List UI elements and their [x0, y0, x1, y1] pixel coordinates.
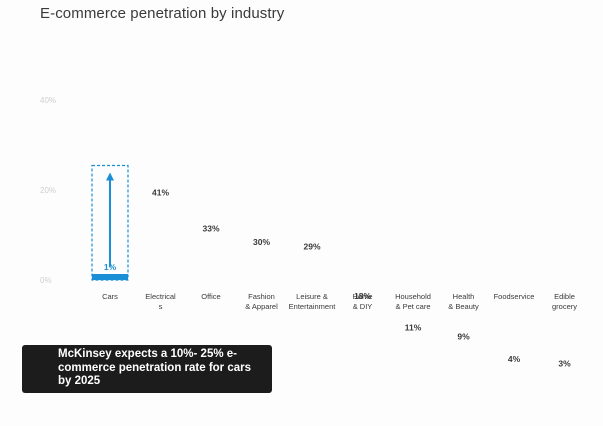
category-label: Leisure & Entertainment — [289, 292, 337, 311]
bar-0 — [92, 274, 128, 280]
category-label: Home & DIY — [352, 292, 372, 311]
value-label: 30% — [253, 237, 270, 247]
value-label: 11% — [405, 323, 422, 333]
category-label: Edible grocery — [552, 292, 577, 311]
category-label: Cars — [102, 292, 118, 301]
value-label: 41% — [152, 188, 169, 198]
growth-arrow-head — [106, 172, 114, 181]
y-tick-label: 40% — [40, 96, 56, 105]
value-label: 3% — [558, 359, 571, 369]
value-label: 9% — [457, 332, 470, 342]
category-label: Foodservice — [494, 292, 535, 301]
category-label: Office — [201, 292, 220, 301]
bar-6 — [395, 231, 431, 281]
value-label: 18% — [354, 291, 371, 301]
value-label: 1% — [104, 262, 117, 272]
category-label: Fashion & Apparel — [245, 292, 278, 311]
bar-4 — [294, 150, 330, 281]
y-tick-label: 0% — [40, 276, 52, 285]
category-label: Household & Pet care — [395, 292, 431, 311]
bar-5 — [345, 199, 381, 280]
bar-3 — [244, 145, 280, 280]
y-tick-label: 20% — [40, 186, 56, 195]
bar-8 — [496, 262, 532, 280]
value-label: 29% — [303, 242, 320, 252]
callout-box: McKinsey expects a 10%- 25% e-commerce p… — [22, 345, 272, 393]
bar-9 — [547, 267, 583, 281]
category-label: Electrical s — [145, 292, 176, 311]
bar-2 — [193, 132, 229, 281]
value-label: 33% — [202, 224, 219, 234]
value-label: 4% — [508, 354, 521, 364]
bar-7 — [446, 240, 482, 281]
category-label: Health & Beauty — [448, 292, 479, 311]
chart-title: E-commerce penetration by industry — [40, 5, 285, 22]
callout-text: McKinsey expects a 10%- 25% e-commerce p… — [58, 348, 252, 387]
target-range-box — [91, 164, 129, 281]
